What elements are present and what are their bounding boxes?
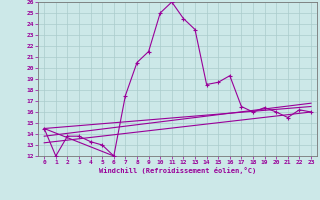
X-axis label: Windchill (Refroidissement éolien,°C): Windchill (Refroidissement éolien,°C) xyxy=(99,167,256,174)
